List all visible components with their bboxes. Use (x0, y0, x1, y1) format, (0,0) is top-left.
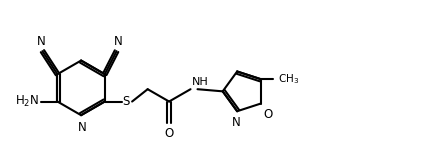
Text: N: N (78, 121, 86, 133)
Text: S: S (122, 95, 130, 108)
Text: N: N (231, 115, 240, 129)
Text: N: N (114, 35, 122, 48)
Text: H$_2$N: H$_2$N (15, 94, 39, 109)
Text: CH$_3$: CH$_3$ (277, 72, 298, 86)
Text: O: O (263, 108, 272, 121)
Text: NH: NH (191, 77, 208, 86)
Text: N: N (36, 35, 45, 48)
Text: O: O (164, 127, 173, 140)
